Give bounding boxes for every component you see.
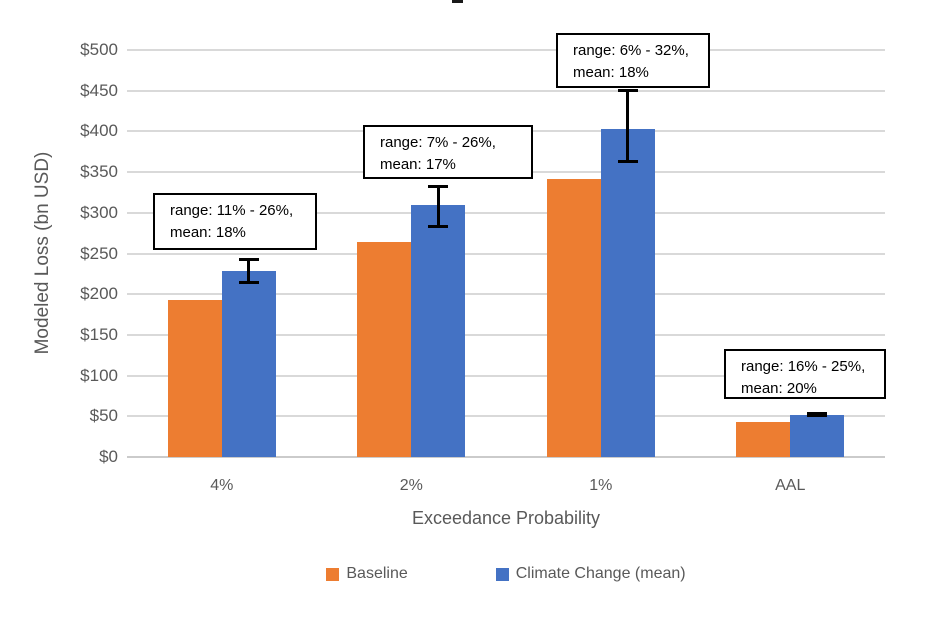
- annotation-mean-text: mean: 18%: [573, 64, 649, 81]
- bar-climate-change-aal: [790, 414, 845, 457]
- annotation-range-text: range: 11% - 26%,: [170, 202, 294, 219]
- gridline: [127, 49, 885, 51]
- bar-climate-change-4%: [221, 271, 276, 457]
- legend-swatch-icon: [495, 567, 509, 581]
- annotation-box-2%: range: 7% - 26%, mean: 17%: [363, 125, 533, 179]
- annotation-range-text: range: 6% - 32%,: [573, 42, 689, 59]
- error-bar-line-1%: [626, 89, 630, 162]
- error-bar-cap-bottom-aal: [807, 414, 828, 418]
- annotation-mean-text: mean: 18%: [170, 224, 246, 241]
- y-tick-label: $450: [80, 80, 118, 100]
- gridline: [127, 415, 885, 418]
- bar-baseline-2%: [357, 242, 412, 457]
- annotation-mean-text: mean: 17%: [380, 156, 456, 173]
- y-tick-label: $50: [89, 406, 118, 426]
- legend: Baseline Climate Change (mean): [127, 565, 885, 583]
- error-bar-cap-top-2%: [428, 184, 449, 188]
- error-bar-line-4%: [247, 259, 251, 283]
- y-tick-label: $200: [80, 284, 118, 304]
- legend-item-baseline: Baseline: [326, 565, 408, 583]
- legend-label: Climate Change (mean): [515, 565, 686, 582]
- legend-swatch-icon: [326, 567, 340, 581]
- annotation-box-1%: range: 6% - 32%, mean: 18%: [556, 33, 710, 88]
- gridline: [127, 252, 885, 255]
- y-tick-label: $150: [80, 324, 118, 344]
- gridline: [127, 333, 885, 336]
- error-bar-line-2%: [436, 185, 440, 228]
- annotation-mean-text: mean: 20%: [741, 380, 817, 397]
- y-tick-label: $400: [80, 121, 118, 141]
- gridline: [127, 89, 885, 92]
- bar-climate-change-2%: [411, 205, 466, 457]
- legend-item-climate-change-mean: Climate Change (mean): [495, 565, 686, 583]
- annotation-box-aal: range: 16% - 25%, mean: 20%: [724, 349, 886, 399]
- y-tick-label: $300: [80, 202, 118, 222]
- x-axis-title: Exceedance Probability: [411, 508, 601, 528]
- y-tick-label: $100: [80, 365, 118, 385]
- x-category-label-aal: AAL: [775, 477, 806, 494]
- clipped-chart-title-fragment: [452, 0, 463, 3]
- legend-label: Baseline: [346, 565, 408, 582]
- annotation-range-text: range: 16% - 25%,: [741, 358, 866, 375]
- error-bar-cap-bottom-2%: [428, 225, 449, 229]
- gridline: [127, 211, 885, 214]
- x-axis-line: [127, 456, 885, 458]
- error-bar-cap-top-aal: [807, 412, 828, 416]
- error-bar-cap-bottom-4%: [238, 280, 259, 284]
- y-tick-label: $500: [80, 40, 118, 59]
- annotation-range-text: range: 7% - 26%,: [380, 134, 496, 151]
- y-tick-label: $0: [99, 447, 118, 466]
- x-category-label-1%: 1%: [589, 477, 613, 494]
- gridline: [127, 374, 885, 377]
- bar-baseline-aal: [736, 421, 791, 457]
- annotation-box-4%: range: 11% - 26%, mean: 18%: [153, 193, 317, 250]
- y-tick-label: $350: [80, 162, 118, 182]
- error-bar-cap-top-1%: [617, 88, 638, 92]
- x-category-label-4%: 4%: [210, 477, 234, 494]
- y-tick-label: $250: [80, 243, 118, 263]
- error-bar-cap-bottom-1%: [617, 159, 638, 163]
- bar-baseline-1%: [546, 178, 601, 457]
- bar-climate-change-1%: [600, 128, 655, 457]
- error-bar-cap-top-4%: [238, 258, 259, 262]
- gridline: [127, 293, 885, 296]
- x-category-label-2%: 2%: [399, 477, 423, 494]
- bar-baseline-4%: [167, 299, 222, 457]
